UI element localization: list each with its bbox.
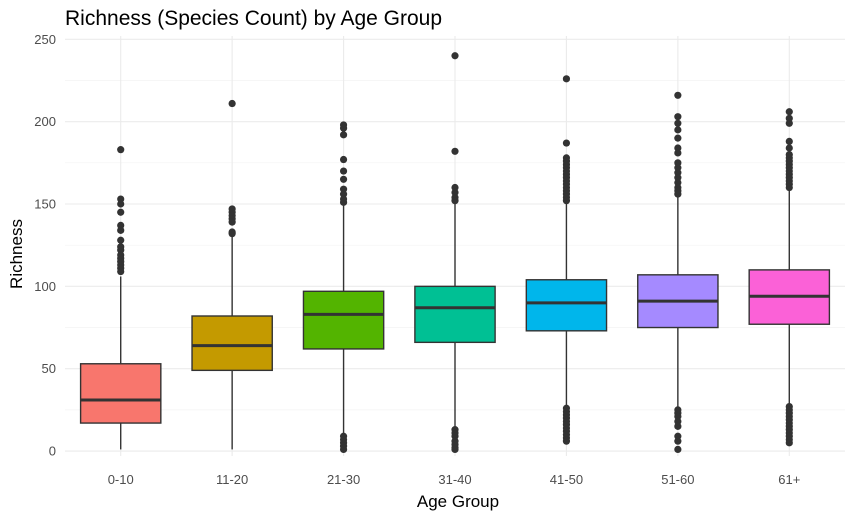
outlier-point: [117, 267, 125, 276]
box-group-11-20: [191, 99, 273, 450]
x-axis-title: Age Group: [417, 492, 499, 511]
y-tick-label: 250: [34, 32, 56, 47]
outlier-point: [451, 432, 459, 440]
outlier-point: [451, 445, 459, 454]
box-group-31-40: [414, 52, 496, 454]
outlier-point: [339, 175, 348, 183]
x-tick-label: 61+: [778, 472, 800, 487]
outlier-point: [674, 422, 682, 430]
outlier-point: [339, 445, 348, 454]
y-axis-title: Richness: [7, 219, 26, 289]
x-tick-label: 21-30: [327, 472, 360, 487]
outlier-point: [339, 167, 348, 175]
outlier-point: [339, 198, 348, 206]
outlier-point: [674, 134, 682, 142]
outlier-point: [674, 159, 682, 167]
box-iqr: [525, 279, 608, 332]
y-tick-label: 0: [49, 444, 56, 459]
outlier-point: [674, 178, 682, 187]
outlier-point: [674, 144, 682, 152]
box-group-51-60: [637, 91, 719, 454]
outlier-point: [785, 137, 793, 146]
outlier-point: [451, 52, 459, 60]
y-tick-label: 50: [42, 361, 56, 376]
outlier-point: [451, 183, 459, 192]
outlier-point: [339, 131, 348, 139]
outlier-point: [117, 221, 125, 230]
axes: 0 50 100 150 200 250 0-10 11-20 21-30 31-40 41-50 5…: [34, 32, 800, 487]
outlier-point: [785, 144, 793, 152]
box-group-41-50: [525, 75, 608, 445]
outlier-point: [117, 208, 125, 216]
x-tick-label: 51-60: [661, 472, 694, 487]
x-tick-label: 0-10: [108, 472, 134, 487]
box-group-21-30: [302, 121, 385, 454]
box-iqr: [414, 285, 496, 344]
outlier-point: [674, 169, 682, 177]
outlier-point: [117, 195, 125, 203]
outlier-point: [339, 185, 348, 193]
outlier-point: [117, 200, 125, 208]
outlier-point: [674, 412, 682, 421]
outlier-point: [339, 124, 348, 132]
x-tick-label: 11-20: [216, 472, 248, 487]
x-tick-label: 31-40: [438, 472, 471, 487]
outlier-point: [785, 119, 793, 127]
outlier-point: [228, 230, 236, 238]
outlier-point: [339, 190, 348, 198]
outlier-point: [785, 114, 793, 122]
outlier-point: [674, 119, 682, 127]
outlier-point: [562, 139, 571, 147]
y-tick-label: 150: [34, 197, 56, 212]
outlier-point: [562, 75, 571, 83]
outlier-point: [117, 246, 125, 254]
outlier-point: [674, 164, 682, 172]
y-tick-label: 200: [34, 114, 56, 129]
chart-title: Richness (Species Count) by Age Group: [65, 7, 442, 30]
outlier-point: [674, 417, 682, 426]
outlier-point: [451, 188, 459, 197]
outlier-point: [117, 226, 125, 234]
box-iqr: [302, 290, 385, 350]
boxes: [79, 52, 831, 454]
outlier-point: [674, 149, 682, 157]
outlier-point: [674, 113, 682, 121]
outlier-point: [562, 437, 571, 445]
outlier-point: [562, 197, 571, 205]
outlier-point: [451, 197, 459, 205]
box-iqr: [191, 315, 273, 372]
y-tick-label: 100: [34, 279, 56, 294]
outlier-point: [785, 108, 793, 116]
outlier-point: [674, 437, 682, 445]
outlier-point: [674, 190, 682, 198]
outlier-point: [674, 126, 682, 134]
outlier-point: [674, 174, 682, 182]
outlier-point: [339, 155, 348, 164]
box-iqr: [79, 363, 162, 424]
outlier-point: [228, 218, 236, 226]
outlier-point: [451, 147, 459, 155]
outlier-point: [674, 91, 682, 99]
outlier-point: [785, 183, 793, 192]
outlier-point: [785, 439, 793, 447]
box-group-0-10: [79, 146, 162, 450]
outlier-point: [228, 99, 236, 108]
box-group-61+: [748, 108, 831, 447]
outlier-point: [674, 432, 682, 440]
outlier-point: [117, 146, 125, 154]
x-tick-label: 41-50: [550, 472, 583, 487]
outlier-point: [117, 236, 125, 244]
outlier-point: [674, 445, 682, 454]
